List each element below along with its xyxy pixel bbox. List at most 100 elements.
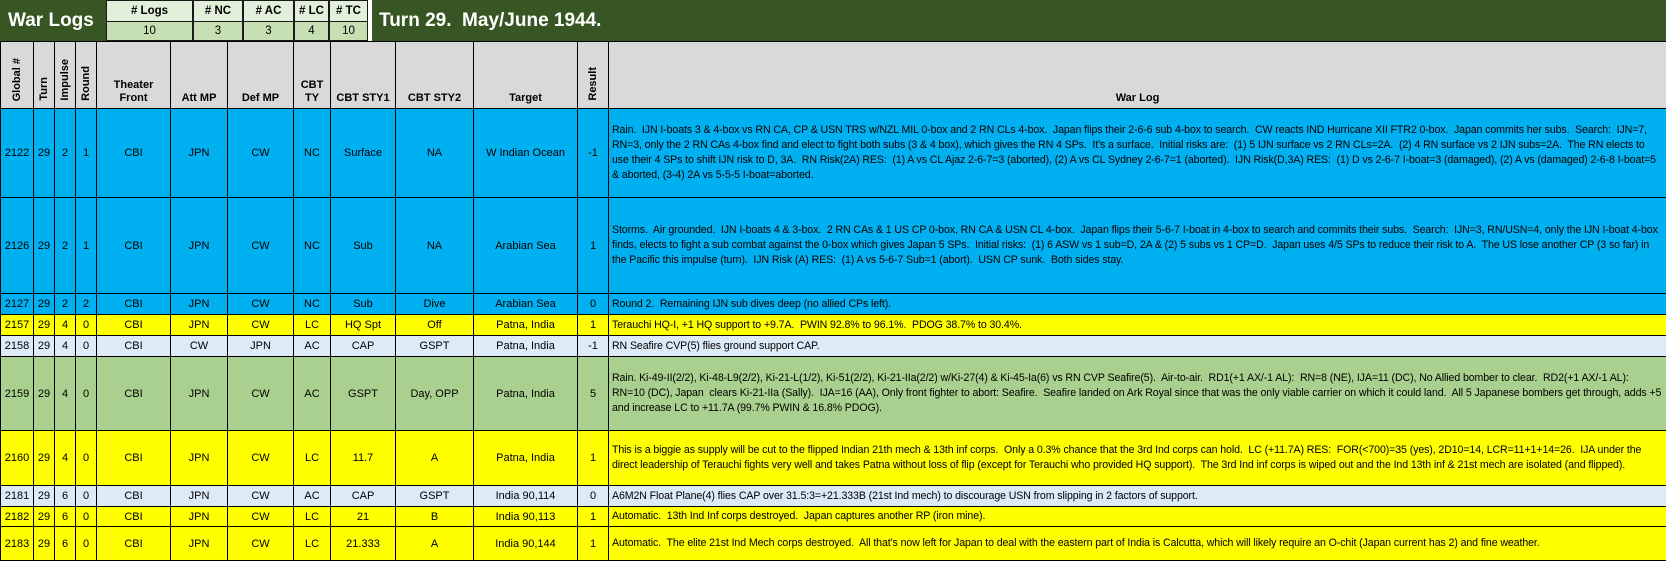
cell-war-log[interactable]: Terauchi HQ-I, +1 HQ support to +9.7A. P… (609, 315, 1666, 336)
cell-turn[interactable]: 29 (34, 198, 55, 294)
cell-cbt-sty2[interactable]: GSPT (396, 486, 474, 507)
cell-cbt-ty[interactable]: AC (294, 357, 331, 431)
cell-global[interactable]: 2157 (1, 315, 34, 336)
cell-att-mp[interactable]: JPN (171, 198, 228, 294)
cell-war-log[interactable]: Automatic. The elite 21st Ind Mech corps… (609, 527, 1666, 561)
cell-global[interactable]: 2158 (1, 336, 34, 357)
cell-impulse[interactable]: 6 (55, 486, 76, 507)
cell-impulse[interactable]: 2 (55, 198, 76, 294)
cell-def-mp[interactable]: CW (228, 109, 294, 198)
col-header-round[interactable]: Round (76, 42, 97, 109)
stat-ac-value[interactable]: 3 (243, 21, 294, 41)
cell-cbt-sty1[interactable]: 21.333 (331, 527, 396, 561)
cell-result[interactable]: 1 (578, 431, 609, 486)
cell-cbt-sty2[interactable]: Dive (396, 294, 474, 315)
cell-impulse[interactable]: 4 (55, 357, 76, 431)
cell-att-mp[interactable]: JPN (171, 527, 228, 561)
cell-theater[interactable]: CBI (97, 315, 171, 336)
cell-war-log[interactable]: RN Seafire CVP(5) flies ground support C… (609, 336, 1666, 357)
cell-cbt-ty[interactable]: LC (294, 315, 331, 336)
col-header-cbt-ty[interactable]: CBT TY (294, 42, 331, 109)
cell-cbt-ty[interactable]: AC (294, 486, 331, 507)
cell-target[interactable]: India 90,144 (474, 527, 578, 561)
cell-theater[interactable]: CBI (97, 109, 171, 198)
cell-cbt-sty1[interactable]: Surface (331, 109, 396, 198)
col-header-impulse[interactable]: Impulse (55, 42, 76, 109)
cell-global[interactable]: 2126 (1, 198, 34, 294)
cell-att-mp[interactable]: CW (171, 336, 228, 357)
cell-cbt-sty1[interactable]: Sub (331, 294, 396, 315)
cell-impulse[interactable]: 6 (55, 507, 76, 527)
cell-target[interactable]: W Indian Ocean (474, 109, 578, 198)
cell-att-mp[interactable]: JPN (171, 431, 228, 486)
cell-def-mp[interactable]: CW (228, 527, 294, 561)
cell-cbt-ty[interactable]: NC (294, 198, 331, 294)
cell-cbt-ty[interactable]: LC (294, 431, 331, 486)
cell-cbt-sty2[interactable]: Off (396, 315, 474, 336)
cell-war-log[interactable]: Rain. IJN I-boats 3 & 4-box vs RN CA, CP… (609, 109, 1666, 198)
cell-cbt-sty1[interactable]: CAP (331, 486, 396, 507)
cell-cbt-ty[interactable]: NC (294, 294, 331, 315)
cell-round[interactable]: 1 (76, 198, 97, 294)
cell-att-mp[interactable]: JPN (171, 507, 228, 527)
cell-result[interactable]: -1 (578, 109, 609, 198)
col-header-global[interactable]: Global # (1, 42, 34, 109)
cell-impulse[interactable]: 2 (55, 294, 76, 315)
stat-nc-label[interactable]: # NC (193, 0, 243, 21)
cell-theater[interactable]: CBI (97, 431, 171, 486)
cell-def-mp[interactable]: JPN (228, 336, 294, 357)
col-header-cbt-sty1[interactable]: CBT STY1 (331, 42, 396, 109)
cell-global[interactable]: 2183 (1, 527, 34, 561)
stat-nc-value[interactable]: 3 (193, 21, 243, 41)
cell-theater[interactable]: CBI (97, 294, 171, 315)
cell-cbt-ty[interactable]: AC (294, 336, 331, 357)
cell-impulse[interactable]: 4 (55, 431, 76, 486)
cell-target[interactable]: India 90,113 (474, 507, 578, 527)
cell-impulse[interactable]: 4 (55, 336, 76, 357)
cell-def-mp[interactable]: CW (228, 294, 294, 315)
cell-round[interactable]: 0 (76, 527, 97, 561)
cell-def-mp[interactable]: CW (228, 315, 294, 336)
cell-target[interactable]: Patna, India (474, 431, 578, 486)
cell-turn[interactable]: 29 (34, 431, 55, 486)
cell-round[interactable]: 0 (76, 357, 97, 431)
cell-def-mp[interactable]: CW (228, 198, 294, 294)
cell-cbt-ty[interactable]: LC (294, 507, 331, 527)
cell-impulse[interactable]: 4 (55, 315, 76, 336)
cell-def-mp[interactable]: CW (228, 431, 294, 486)
col-header-att-mp[interactable]: Att MP (171, 42, 228, 109)
cell-result[interactable]: 0 (578, 294, 609, 315)
cell-war-log[interactable]: A6M2N Float Plane(4) flies CAP over 31.5… (609, 486, 1666, 507)
cell-round[interactable]: 0 (76, 336, 97, 357)
cell-theater[interactable]: CBI (97, 357, 171, 431)
cell-global[interactable]: 2160 (1, 431, 34, 486)
cell-cbt-sty1[interactable]: 21 (331, 507, 396, 527)
cell-turn[interactable]: 29 (34, 315, 55, 336)
cell-result[interactable]: 1 (578, 507, 609, 527)
stat-tc-label[interactable]: # TC (329, 0, 368, 21)
cell-theater[interactable]: CBI (97, 507, 171, 527)
cell-result[interactable]: 1 (578, 198, 609, 294)
cell-round[interactable]: 0 (76, 431, 97, 486)
cell-target[interactable]: Arabian Sea (474, 198, 578, 294)
cell-global[interactable]: 2127 (1, 294, 34, 315)
cell-round[interactable]: 0 (76, 507, 97, 527)
cell-result[interactable]: 5 (578, 357, 609, 431)
cell-cbt-sty2[interactable]: Day, OPP (396, 357, 474, 431)
cell-def-mp[interactable]: CW (228, 507, 294, 527)
cell-result[interactable]: 1 (578, 315, 609, 336)
sheet-title-cell[interactable]: War Logs (0, 0, 106, 41)
cell-war-log[interactable]: This is a biggie as supply will be cut t… (609, 431, 1666, 486)
cell-war-log[interactable]: Rain. Ki-49-II(2/2), Ki-48-L9(2/2), Ki-2… (609, 357, 1666, 431)
cell-round[interactable]: 0 (76, 315, 97, 336)
cell-theater[interactable]: CBI (97, 527, 171, 561)
cell-att-mp[interactable]: JPN (171, 294, 228, 315)
cell-def-mp[interactable]: CW (228, 486, 294, 507)
cell-round[interactable]: 2 (76, 294, 97, 315)
cell-target[interactable]: Patna, India (474, 315, 578, 336)
cell-result[interactable]: -1 (578, 336, 609, 357)
cell-cbt-ty[interactable]: LC (294, 527, 331, 561)
stat-ac-label[interactable]: # AC (243, 0, 294, 21)
col-header-turn[interactable]: Turn (34, 42, 55, 109)
cell-war-log[interactable]: Automatic. 13th Ind Inf corps destroyed.… (609, 507, 1666, 527)
